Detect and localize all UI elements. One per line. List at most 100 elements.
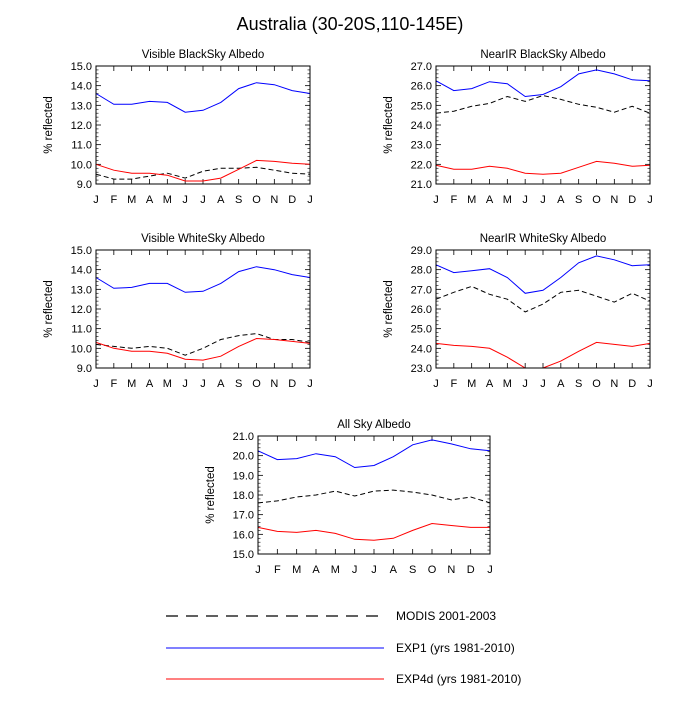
x-tick-label: N bbox=[270, 378, 278, 390]
chart-panel-visible-whitesky: Visible WhiteSky Albedo % reflected 9.0 10.… bbox=[43, 233, 313, 390]
x-tick-label: F bbox=[110, 378, 117, 390]
x-tick-label: J bbox=[307, 378, 313, 390]
x-tick-label: S bbox=[409, 564, 416, 576]
x-tick-label: J bbox=[433, 378, 439, 390]
y-tick-label: 10.0 bbox=[71, 159, 92, 171]
x-tick-label: M bbox=[467, 378, 476, 390]
y-ticks: 21.0 22.0 23.0 24.0 25.0 26.0 27.0 bbox=[411, 61, 650, 191]
y-tick-label: 13.0 bbox=[71, 284, 92, 296]
y-tick-label: 12.0 bbox=[71, 120, 92, 132]
x-tick-label: J bbox=[255, 564, 261, 576]
y-tick-label: 24.0 bbox=[411, 120, 432, 132]
y-tick-label: 24.0 bbox=[411, 343, 432, 355]
series-line-exp1 bbox=[435, 69, 651, 98]
x-tick-label: J bbox=[647, 378, 653, 390]
x-tick-label: J bbox=[352, 564, 358, 576]
legend-label: MODIS 2001-2003 bbox=[396, 609, 496, 623]
chart-panel-nearir-blacksky: NearIR BlackSky Albedo % reflected 21.0 22.… bbox=[383, 49, 653, 206]
y-tick-label: 15.0 bbox=[71, 245, 92, 257]
series-line-exp1 bbox=[257, 439, 491, 469]
y-ticks: 23.0 24.0 25.0 26.0 27.0 28.0 29.0 bbox=[411, 245, 650, 375]
legend-label: EXP4d (yrs 1981-2010) bbox=[396, 672, 521, 686]
x-tick-label: O bbox=[592, 194, 601, 206]
y-tick-label: 11.0 bbox=[71, 140, 92, 152]
x-tick-label: O bbox=[252, 378, 261, 390]
x-tick-label: J bbox=[647, 194, 653, 206]
x-tick-label: D bbox=[288, 194, 296, 206]
x-tick-label: M bbox=[127, 194, 136, 206]
y-tick-label: 10.0 bbox=[71, 343, 92, 355]
chart-title: NearIR BlackSky Albedo bbox=[480, 49, 605, 61]
x-tick-label: J bbox=[200, 378, 206, 390]
x-tick-label: N bbox=[610, 378, 618, 390]
x-tick-label: J bbox=[307, 194, 313, 206]
x-tick-label: J bbox=[200, 194, 206, 206]
chart-title: All Sky Albedo bbox=[337, 419, 411, 431]
x-tick-label: O bbox=[428, 564, 437, 576]
figure-title: Australia (30-20S,110-145E) bbox=[237, 14, 464, 34]
series-line-exp1 bbox=[95, 82, 311, 113]
y-axis-label: % reflected bbox=[43, 280, 55, 338]
chart-panel-nearir-whitesky: NearIR WhiteSky Albedo % reflected 23.0 24.… bbox=[383, 233, 653, 390]
x-tick-label: D bbox=[288, 378, 296, 390]
y-tick-label: 23.0 bbox=[411, 140, 432, 152]
x-tick-label: J bbox=[371, 564, 377, 576]
chart-panel-all-sky: All Sky Albedo % reflected 15.0 16.0 17.0 18.… bbox=[205, 419, 493, 576]
plot-frame bbox=[257, 435, 491, 555]
x-tick-label: J bbox=[522, 378, 528, 390]
y-tick-label: 17.0 bbox=[233, 510, 254, 522]
x-tick-label: M bbox=[163, 378, 172, 390]
plot-frame bbox=[95, 65, 311, 185]
legend-label: EXP1 (yrs 1981-2010) bbox=[396, 641, 515, 655]
x-tick-label: M bbox=[331, 564, 340, 576]
x-tick-label: J bbox=[182, 194, 188, 206]
y-tick-label: 15.0 bbox=[71, 61, 92, 73]
x-tick-label: A bbox=[146, 378, 154, 390]
x-tick-label: A bbox=[390, 564, 398, 576]
y-tick-label: 25.0 bbox=[411, 100, 432, 112]
x-tick-label: D bbox=[628, 194, 636, 206]
chart-title: NearIR WhiteSky Albedo bbox=[480, 233, 607, 245]
y-tick-label: 14.0 bbox=[71, 265, 92, 277]
x-tick-label: S bbox=[575, 194, 582, 206]
series-line-modis bbox=[435, 94, 651, 114]
y-tick-label: 29.0 bbox=[411, 245, 432, 257]
series-line-modis bbox=[95, 333, 311, 356]
x-tick-label: J bbox=[93, 378, 99, 390]
x-tick-label: S bbox=[575, 378, 582, 390]
y-tick-label: 20.0 bbox=[233, 451, 254, 463]
y-tick-label: 9.0 bbox=[77, 363, 92, 375]
x-tick-label: D bbox=[628, 378, 636, 390]
x-tick-label: O bbox=[252, 194, 261, 206]
series-line-modis bbox=[95, 166, 311, 180]
legend-item-modis: MODIS 2001-2003 bbox=[166, 609, 496, 623]
y-tick-label: 19.0 bbox=[233, 470, 254, 482]
chart-title: Visible WhiteSky Albedo bbox=[141, 233, 265, 245]
y-minor-ticks bbox=[436, 253, 650, 365]
x-tick-label: F bbox=[110, 194, 117, 206]
series-line-exp4d bbox=[257, 522, 490, 541]
x-tick-label: A bbox=[486, 378, 494, 390]
x-tick-label: N bbox=[610, 194, 618, 206]
x-tick-label: M bbox=[127, 378, 136, 390]
y-minor-ticks bbox=[96, 69, 310, 181]
y-tick-label: 26.0 bbox=[411, 81, 432, 93]
x-tick-label: N bbox=[270, 194, 278, 206]
y-axis-label: % reflected bbox=[383, 280, 395, 338]
y-tick-label: 26.0 bbox=[411, 304, 432, 316]
x-tick-label: A bbox=[312, 564, 320, 576]
x-tick-label: J bbox=[182, 378, 188, 390]
y-tick-label: 28.0 bbox=[411, 265, 432, 277]
y-tick-label: 22.0 bbox=[411, 159, 432, 171]
x-tick-label: M bbox=[292, 564, 301, 576]
x-tick-label: F bbox=[274, 564, 281, 576]
series-line-exp4d bbox=[435, 160, 651, 175]
x-tick-label: A bbox=[217, 194, 225, 206]
x-tick-label: M bbox=[467, 194, 476, 206]
